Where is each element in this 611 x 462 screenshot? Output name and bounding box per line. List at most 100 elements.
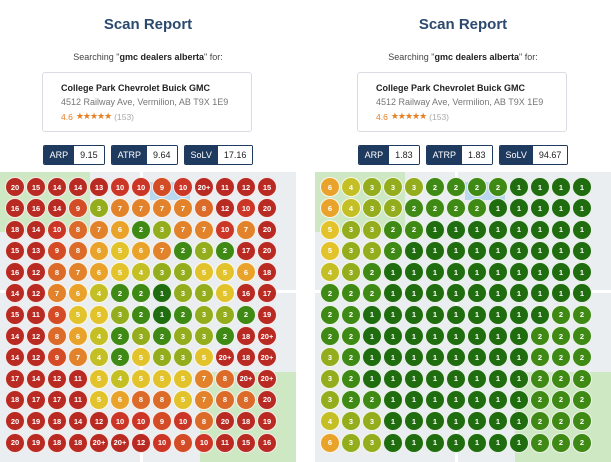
rank-pin[interactable]: 10 (173, 411, 193, 432)
rank-pin[interactable]: 8 (194, 411, 214, 432)
rank-pin[interactable]: 10 (215, 219, 235, 240)
rank-pin[interactable]: 2 (551, 389, 571, 410)
rank-pin[interactable]: 8 (47, 326, 67, 347)
rank-pin[interactable]: 1 (467, 283, 487, 304)
rank-pin[interactable]: 1 (383, 347, 403, 368)
rank-pin[interactable]: 20 (257, 219, 277, 240)
rank-pin[interactable]: 1 (404, 411, 424, 432)
rank-pin[interactable]: 15 (26, 177, 46, 197)
rank-pin[interactable]: 1 (530, 177, 550, 197)
rank-pin[interactable]: 1 (383, 411, 403, 432)
rank-pin[interactable]: 1 (551, 177, 571, 197)
rank-pin[interactable]: 6 (131, 240, 151, 261)
rank-pin[interactable]: 3 (320, 347, 340, 368)
rank-pin[interactable]: 1 (404, 326, 424, 347)
rank-pin[interactable]: 1 (530, 198, 550, 219)
rank-pin[interactable]: 1 (152, 283, 172, 304)
rank-pin[interactable]: 1 (425, 389, 445, 410)
rank-pin[interactable]: 1 (446, 262, 466, 283)
rank-pin[interactable]: 4 (89, 326, 109, 347)
rank-pin[interactable]: 4 (320, 411, 340, 432)
rank-pin[interactable]: 10 (236, 198, 256, 219)
rank-pin[interactable]: 14 (5, 347, 25, 368)
rank-pin[interactable]: 1 (467, 304, 487, 325)
rank-pin[interactable]: 1 (425, 219, 445, 240)
rank-pin[interactable]: 3 (215, 304, 235, 325)
rank-pin[interactable]: 7 (110, 198, 130, 219)
rank-pin[interactable]: 1 (404, 368, 424, 389)
rank-pin[interactable]: 1 (488, 432, 508, 453)
rank-pin[interactable]: 1 (509, 368, 529, 389)
rank-pin[interactable]: 2 (572, 389, 592, 410)
rank-pin[interactable]: 2 (404, 198, 424, 219)
rank-pin[interactable]: 5 (89, 368, 109, 389)
rank-pin[interactable]: 2 (488, 177, 508, 197)
rank-pin[interactable]: 2 (530, 389, 550, 410)
rank-pin[interactable]: 11 (68, 389, 88, 410)
rank-pin[interactable]: 2 (173, 304, 193, 325)
rank-pin[interactable]: 18 (47, 411, 67, 432)
rank-pin[interactable]: 15 (257, 177, 277, 197)
rank-pin[interactable]: 7 (68, 262, 88, 283)
rank-pin[interactable]: 3 (362, 432, 382, 453)
rank-pin[interactable]: 4 (89, 283, 109, 304)
rank-pin[interactable]: 7 (152, 240, 172, 261)
rank-pin[interactable]: 10 (152, 432, 172, 453)
rank-pin[interactable]: 1 (509, 198, 529, 219)
rank-pin[interactable]: 1 (404, 347, 424, 368)
rank-pin[interactable]: 2 (236, 304, 256, 325)
rank-pin[interactable]: 10 (47, 219, 67, 240)
rank-pin[interactable]: 17 (236, 240, 256, 261)
rank-pin[interactable]: 5 (131, 347, 151, 368)
rank-pin[interactable]: 1 (446, 240, 466, 261)
rank-pin[interactable]: 1 (509, 240, 529, 261)
rank-pin[interactable]: 1 (509, 177, 529, 197)
rank-pin[interactable]: 2 (383, 240, 403, 261)
rank-pin[interactable]: 16 (26, 198, 46, 219)
rank-pin[interactable]: 2 (341, 347, 361, 368)
rank-pin[interactable]: 4 (341, 177, 361, 197)
rank-pin[interactable]: 1 (467, 219, 487, 240)
rank-pin[interactable]: 2 (530, 347, 550, 368)
rank-pin[interactable]: 2 (572, 432, 592, 453)
rank-pin[interactable]: 1 (383, 326, 403, 347)
rank-pin[interactable]: 1 (467, 347, 487, 368)
rank-pin[interactable]: 1 (509, 432, 529, 453)
rank-pin[interactable]: 1 (383, 262, 403, 283)
rank-pin[interactable]: 3 (152, 347, 172, 368)
rank-pin[interactable]: 14 (26, 219, 46, 240)
rank-pin[interactable]: 14 (47, 198, 67, 219)
rank-pin[interactable]: 2 (572, 411, 592, 432)
rank-pin[interactable]: 6 (89, 240, 109, 261)
rank-pin[interactable]: 1 (446, 368, 466, 389)
rank-pin[interactable]: 1 (488, 389, 508, 410)
rank-pin[interactable]: 7 (194, 368, 214, 389)
rank-pin[interactable]: 8 (68, 240, 88, 261)
rank-pin[interactable]: 7 (194, 389, 214, 410)
rank-pin[interactable]: 1 (530, 219, 550, 240)
rank-pin[interactable]: 1 (551, 198, 571, 219)
rank-pin[interactable]: 1 (530, 240, 550, 261)
rank-pin[interactable]: 13 (89, 177, 109, 197)
rank-pin[interactable]: 14 (68, 411, 88, 432)
rank-pin[interactable]: 3 (131, 326, 151, 347)
rank-pin[interactable]: 3 (194, 283, 214, 304)
rank-pin[interactable]: 14 (5, 283, 25, 304)
rank-pin[interactable]: 3 (341, 219, 361, 240)
rank-pin[interactable]: 12 (26, 326, 46, 347)
rank-pin[interactable]: 1 (404, 240, 424, 261)
rank-pin[interactable]: 1 (551, 219, 571, 240)
rank-pin[interactable]: 12 (131, 432, 151, 453)
rank-pin[interactable]: 18 (5, 389, 25, 410)
rank-pin[interactable]: 18 (236, 347, 256, 368)
rank-pin[interactable]: 5 (320, 240, 340, 261)
rank-pin[interactable]: 10 (131, 411, 151, 432)
rank-pin[interactable]: 3 (362, 198, 382, 219)
rank-pin[interactable]: 15 (5, 304, 25, 325)
rank-pin[interactable]: 2 (215, 240, 235, 261)
rank-pin[interactable]: 4 (89, 347, 109, 368)
rank-pin[interactable]: 1 (362, 326, 382, 347)
rank-pin[interactable]: 3 (362, 177, 382, 197)
rank-pin[interactable]: 1 (467, 368, 487, 389)
rank-pin[interactable]: 19 (26, 432, 46, 453)
